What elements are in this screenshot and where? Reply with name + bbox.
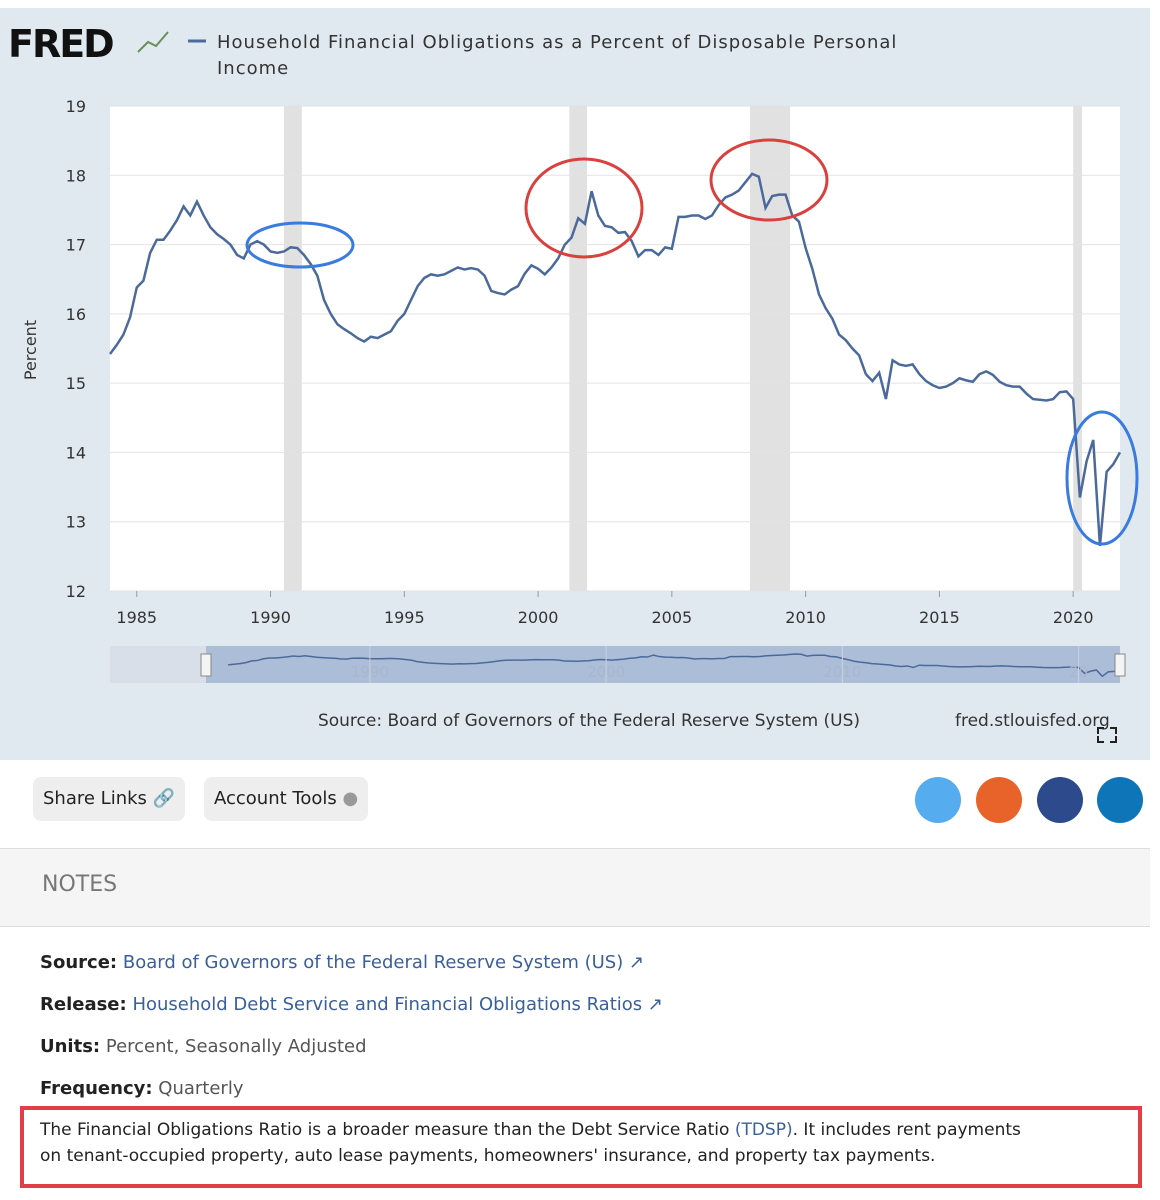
fullscreen-icon[interactable]	[1097, 727, 1117, 743]
navigator-label: 1990	[351, 663, 389, 681]
row-label: Source:	[40, 952, 118, 973]
note-text: The Financial Obligations Ratio is a bro…	[40, 1120, 735, 1140]
social-icons	[915, 777, 1143, 823]
account-tools-button[interactable]: Account Tools ●	[204, 777, 369, 821]
button-label: Share Links	[43, 788, 147, 809]
y-axis-label: Percent	[21, 320, 40, 380]
x-tick-label: 1995	[384, 608, 425, 627]
external-link-icon[interactable]: ↗	[623, 952, 645, 973]
y-tick-label: 14	[66, 443, 86, 462]
y-tick-label: 15	[66, 374, 86, 393]
recession-band	[569, 106, 588, 591]
x-tick-label: 2000	[518, 608, 559, 627]
note-line: on tenant-occupied property, auto lease …	[40, 1146, 936, 1166]
reddit-icon[interactable]	[976, 777, 1022, 823]
notes-header	[0, 848, 1150, 927]
note-row: Frequency: Quarterly	[40, 1078, 244, 1099]
x-tick-label: 1985	[116, 608, 157, 627]
series-line	[108, 172, 1122, 547]
x-tick-label: 2020	[1053, 608, 1094, 627]
row-label: Frequency:	[40, 1078, 153, 1099]
row-label: Units:	[40, 1036, 101, 1057]
row-label: Release:	[40, 994, 127, 1015]
note-row: Release: Household Debt Service and Fina…	[40, 994, 663, 1015]
annotation-circle	[709, 138, 829, 222]
logo[interactable]: FRED	[8, 22, 115, 66]
highlight-box	[20, 1106, 1142, 1188]
chart-title: Household Financial Obligations as a Per…	[217, 32, 897, 79]
navigator-label: 2010	[823, 663, 861, 681]
navigator-handle[interactable]	[1114, 653, 1126, 677]
row-value[interactable]: Board of Governors of the Federal Reserv…	[122, 952, 624, 973]
y-tick-label: 19	[66, 97, 86, 116]
y-tick-label: 17	[66, 236, 86, 255]
x-tick-label: 1990	[250, 608, 291, 627]
note-text: . It includes rent payments	[792, 1120, 1021, 1140]
chart: Household Financial Obligations as a Per…	[21, 31, 1139, 743]
plot-area	[110, 106, 1120, 591]
navigator-line	[228, 653, 1121, 678]
recession-band	[283, 106, 302, 591]
navigator-label: 2000	[587, 663, 625, 681]
note-link[interactable]: (TDSP)	[734, 1120, 793, 1140]
recession-band	[749, 106, 791, 591]
annotation-circle	[524, 157, 644, 259]
y-tick-label: 12	[66, 582, 86, 601]
notes-heading: NOTES	[42, 872, 118, 897]
recession-band	[1073, 106, 1083, 591]
y-tick-label: 16	[66, 305, 86, 324]
note-line: The Financial Obligations Ratio is a bro…	[40, 1120, 1021, 1140]
annotation-circle	[245, 221, 355, 269]
site-credit[interactable]: fred.stlouisfed.org	[955, 711, 1110, 731]
note-row: Units: Percent, Seasonally Adjusted	[40, 1036, 367, 1057]
y-tick-label: 13	[66, 513, 86, 532]
share-links-button[interactable]: Share Links 🔗	[33, 777, 186, 821]
facebook-icon[interactable]	[1037, 777, 1083, 823]
x-tick-label: 2015	[919, 608, 960, 627]
source-note: Source: Board of Governors of the Federa…	[318, 711, 860, 731]
twitter-icon[interactable]	[915, 777, 961, 823]
row-value: Percent, Seasonally Adjusted	[105, 1036, 367, 1057]
navigator-label: 20	[1069, 663, 1088, 681]
row-value: Quarterly	[158, 1078, 244, 1099]
annotation-circle	[1065, 410, 1139, 546]
row-value[interactable]: Household Debt Service and Financial Obl…	[132, 994, 643, 1015]
navigator-handle[interactable]	[200, 653, 212, 677]
x-tick-label: 2010	[785, 608, 826, 627]
button-label: Account Tools	[214, 788, 337, 809]
y-tick-label: 18	[66, 166, 86, 185]
logo-icon	[137, 31, 169, 53]
navigator-selection[interactable]	[206, 646, 1120, 683]
external-link-icon[interactable]: ↗	[642, 994, 663, 1015]
linkedin-icon[interactable]	[1097, 777, 1143, 823]
note-row: Source: Board of Governors of the Federa…	[40, 952, 644, 973]
x-tick-label: 2005	[651, 608, 692, 627]
